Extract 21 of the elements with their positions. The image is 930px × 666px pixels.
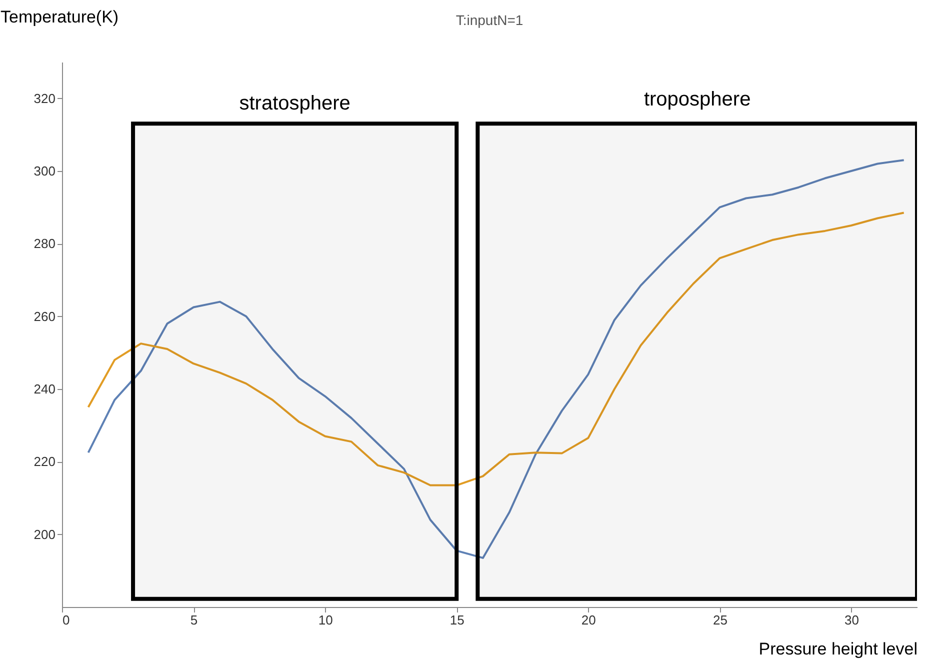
- band-label: stratosphere: [239, 92, 350, 115]
- x-tick-label: 5: [190, 612, 198, 628]
- line-series: [87, 212, 905, 486]
- x-tick-label: 20: [581, 612, 596, 628]
- y-tick-label: 240: [34, 382, 56, 396]
- x-axis-title: Pressure height level: [758, 640, 918, 658]
- y-axis-title: Temperature(K): [0, 8, 119, 26]
- y-tick-label: 300: [34, 164, 56, 178]
- x-tick-label: 25: [712, 612, 728, 628]
- y-tick-label: 260: [34, 308, 56, 324]
- x-tick-label: 30: [844, 612, 859, 628]
- x-tick-label: 15: [450, 612, 464, 628]
- y-tick-label: 220: [34, 454, 56, 470]
- chart-title: T:inputN=1: [456, 12, 524, 28]
- line-series: [87, 159, 905, 559]
- y-tick-label: 280: [34, 236, 56, 252]
- x-tick-label: 10: [318, 612, 333, 628]
- y-tick-label: 200: [34, 526, 56, 542]
- x-tick-label: 0: [62, 612, 70, 628]
- y-tick-label: 320: [34, 90, 56, 106]
- band-label: troposphere: [644, 88, 751, 111]
